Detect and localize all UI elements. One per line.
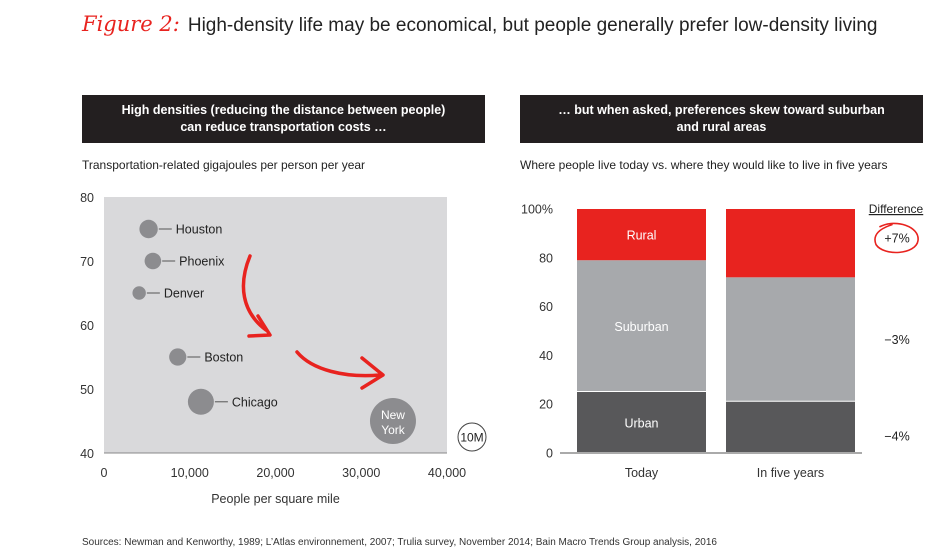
difference-urban: −4% <box>884 430 909 444</box>
difference-highlight-circle <box>874 222 919 254</box>
difference-header: Difference <box>869 202 924 216</box>
bubble-label-houston: Houston <box>176 223 223 237</box>
series-label-urban: Urban <box>624 417 658 431</box>
left-banner-line2: can reduce transportation costs … <box>180 120 387 134</box>
bubble-houston <box>139 219 158 239</box>
bubble-chicago <box>187 388 214 415</box>
bar-segment-rural-in-five-years <box>726 209 855 278</box>
right-banner: … but when asked, preferences skew towar… <box>520 95 923 143</box>
right-subtitle: Where people live today vs. where they w… <box>520 158 888 172</box>
figure-title: Figure 2: High-density life may be econom… <box>82 12 877 37</box>
figure-label: Figure 2: <box>82 12 180 36</box>
bar-category-label: In five years <box>757 466 824 480</box>
bar-y-tick-label: 20 <box>539 398 553 412</box>
bubble-label-chicago: Chicago <box>232 395 278 409</box>
series-label-rural: Rural <box>627 229 657 243</box>
bubble-phoenix <box>144 252 162 270</box>
x-tick-label: 10,000 <box>171 466 209 480</box>
bar-segment-urban-in-five-years <box>726 401 855 452</box>
bubble-label-phoenix: Phoenix <box>179 255 225 269</box>
x-tick-label: 0 <box>101 466 108 480</box>
size-legend-label: 10M <box>460 431 483 445</box>
left-banner: High densities (reducing the distance be… <box>82 95 485 143</box>
size-legend-circle <box>457 422 487 452</box>
bar-y-tick-label: 60 <box>539 300 553 314</box>
x-tick-label: 20,000 <box>256 466 294 480</box>
bubble-label-new-york: New <box>381 408 405 422</box>
bar-y-tick-label: 40 <box>539 349 553 363</box>
trend-arrow-2-head <box>360 356 385 390</box>
left-banner-line1: High densities (reducing the distance be… <box>121 103 446 117</box>
bubble-new-york <box>369 398 416 444</box>
bar-segment-suburban-in-five-years <box>726 277 855 401</box>
bar-segment-suburban-today <box>577 260 706 391</box>
trend-arrow-1 <box>241 254 268 332</box>
bar-segment-rural-today <box>577 209 706 261</box>
x-tick-label: 40,000 <box>428 466 466 480</box>
figure-heading: High-density life may be economical, but… <box>187 15 878 36</box>
bar-y-tick-label: 100% <box>521 203 553 217</box>
y-tick-label: 80 <box>80 191 94 205</box>
difference-suburban: −3% <box>884 333 909 347</box>
y-tick-label: 70 <box>80 255 94 269</box>
y-tick-label: 50 <box>80 383 94 397</box>
trend-arrow-1-head <box>247 314 272 338</box>
left-subtitle: Transportation-related gigajoules per pe… <box>82 158 366 172</box>
right-banner-line2: and rural areas <box>676 120 767 134</box>
bar-segment-urban-today <box>577 392 706 452</box>
x-axis-title: People per square mile <box>211 492 340 506</box>
bar-category-label: Today <box>625 466 659 480</box>
bar-y-tick-label: 0 <box>546 447 553 461</box>
x-tick-label: 30,000 <box>342 466 380 480</box>
bubble-label-new-york-2: York <box>381 423 406 437</box>
difference-rural: +7% <box>884 232 909 246</box>
y-tick-label: 60 <box>80 319 94 333</box>
bubble-denver <box>132 286 146 300</box>
bubble-label-boston: Boston <box>204 351 243 365</box>
source-note: Sources: Newman and Kenworthy, 1989; L’A… <box>82 537 717 548</box>
bubble-boston <box>169 348 187 366</box>
bubble-label-denver: Denver <box>164 287 204 301</box>
bar-y-tick-label: 80 <box>539 251 553 265</box>
y-tick-label: 40 <box>80 447 94 461</box>
series-label-suburban: Suburban <box>614 320 668 334</box>
trend-arrow-2 <box>295 350 382 378</box>
right-banner-line1: … but when asked, preferences skew towar… <box>558 103 885 117</box>
